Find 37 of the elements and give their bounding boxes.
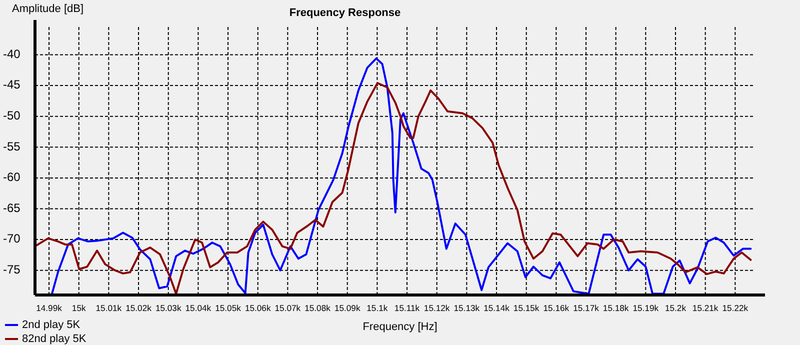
x-tick-label: 15.12k [424, 303, 450, 313]
x-tick-label: 15k [72, 303, 86, 313]
x-tick-label: 15.18k [602, 303, 630, 313]
y-tick-label: -50 [3, 108, 21, 123]
y-tick-label: -70 [3, 232, 21, 246]
chart-title: Frequency Response [289, 7, 401, 19]
x-tick-label: 15.1k [366, 303, 388, 313]
x-tick-label: 15.06k [244, 303, 272, 313]
x-tick-label: 15.11k [394, 303, 420, 313]
y-axis-title: Amplitude [dB] [12, 3, 84, 15]
x-tick-label: 15.16k [543, 303, 570, 313]
y-tick-label: -65 [3, 200, 21, 215]
y-tick-label: -55 [3, 139, 21, 154]
x-tick-label: 15.02k [126, 303, 152, 313]
x-tick-label: 15.01k [96, 303, 122, 313]
y-tick-label: -40 [3, 46, 21, 61]
x-tick-label: 15.09k [334, 303, 361, 313]
x-tick-label: 15.2k [664, 303, 687, 313]
x-tick-label: 15.17k [573, 303, 600, 313]
x-axis-title: Frequency [Hz] [362, 321, 438, 333]
x-tick-label: 15.13k [454, 303, 480, 313]
x-tick-label: 15.07k [274, 303, 302, 313]
x-tick-label: 15.14k [484, 303, 510, 313]
x-tick-label: 15.19k [632, 303, 660, 313]
x-tick-label: 15.15k [513, 303, 540, 313]
y-tick-label: -75 [3, 262, 21, 277]
x-tick-label: 15.04k [185, 303, 212, 313]
x-tick-label: 15.22k [722, 303, 749, 313]
x-tick-label: 15.08k [304, 303, 332, 313]
x-tick-label: 15.03k [155, 303, 182, 313]
legend-label: 82nd play 5K [22, 332, 87, 345]
y-tick-label: -45 [3, 78, 21, 92]
y-tick-label: -60 [3, 170, 21, 184]
x-tick-label: 14.99k [36, 303, 63, 313]
x-tick-label: 15.05k [215, 303, 242, 313]
x-tick-label: 15.21k [692, 303, 719, 313]
legend-label: 2nd play 5K [22, 318, 81, 331]
